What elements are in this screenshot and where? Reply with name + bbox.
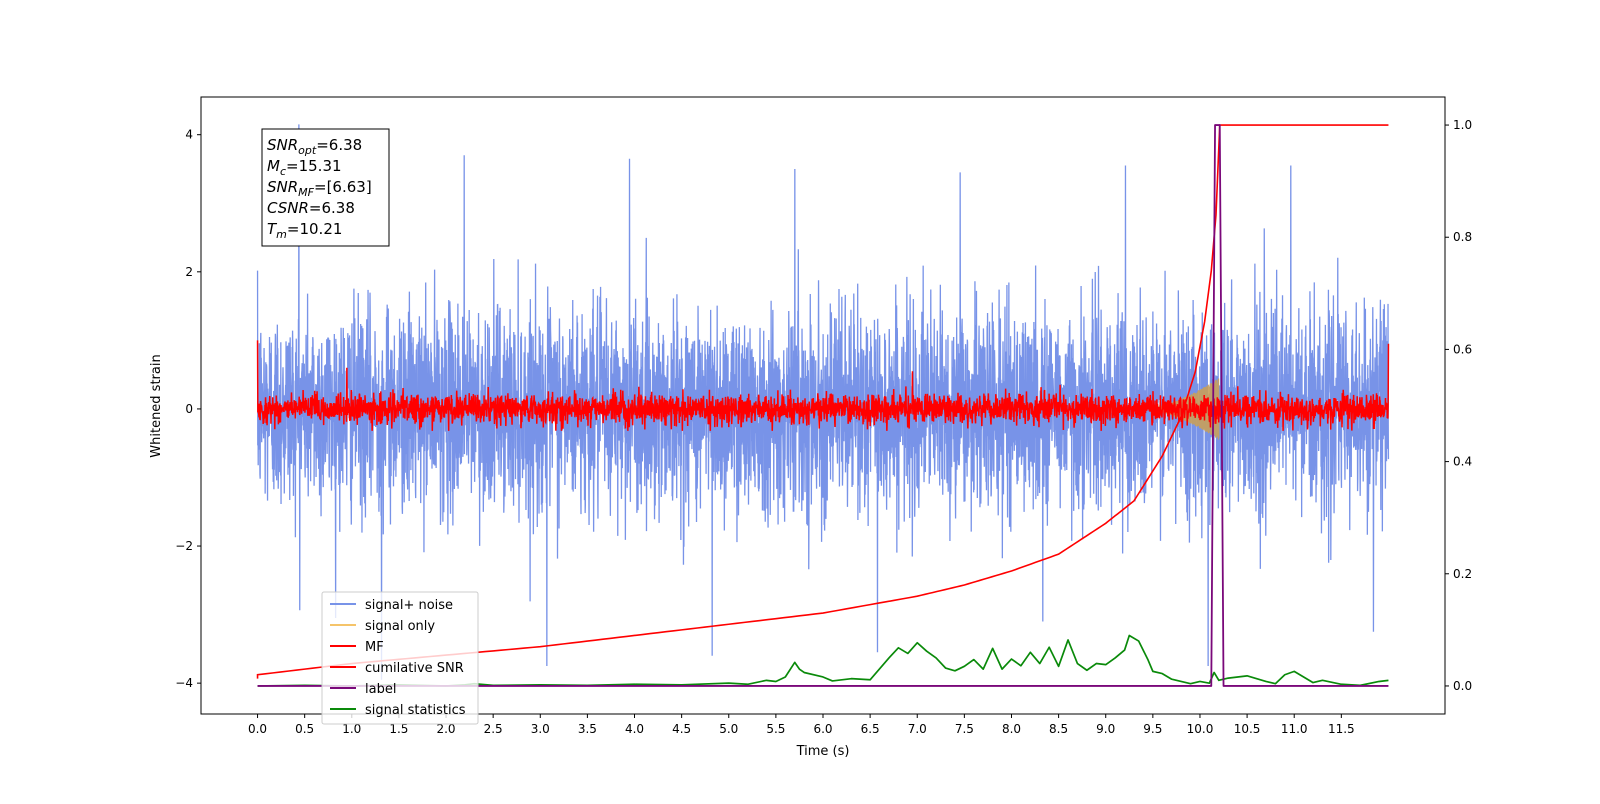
legend-item-signal-only: signal only [330,619,435,634]
y-left-tick-label: −2 [175,539,193,553]
x-tick-label: 9.0 [1096,722,1115,736]
x-tick-label: 6.0 [813,722,832,736]
y-right-tick-label: 0.2 [1453,567,1472,581]
y-left-tick-label: 2 [185,265,193,279]
annotation-line: SNRopt=6.38 [267,136,362,157]
x-tick-label: 0.0 [248,722,267,736]
y-axis-label: Whitened strain [149,354,164,457]
x-tick-label: 4.5 [672,722,691,736]
x-tick-label: 7.5 [955,722,974,736]
plot-area-data [256,124,1390,687]
x-axis-label: Time (s) [796,744,850,759]
annotation-line: CSNR=6.38 [267,199,355,217]
y-right-tick-label: 0.8 [1453,230,1472,244]
x-tick-label: 7.0 [908,722,927,736]
x-tick-label: 0.5 [295,722,314,736]
x-tick-label: 10.5 [1234,722,1261,736]
x-tick-label: 4.0 [625,722,644,736]
legend-item-signal-statistics: signal statistics [330,703,466,718]
y-right-tick-label: 1.0 [1453,118,1472,132]
x-tick-label: 9.5 [1143,722,1162,736]
x-tick-label: 5.0 [719,722,738,736]
series-line-label [257,124,1389,687]
y-left-tick-label: 4 [185,128,193,142]
annotation-line: Tm=10.21 [267,220,342,241]
x-tick-label: 6.5 [861,722,880,736]
legend-label: signal statistics [365,703,466,718]
y-left-tick-label: −4 [175,676,193,690]
legend-item-label: label [330,682,396,697]
y-left-tick-label: 0 [185,402,193,416]
x-tick-label: 2.5 [484,722,503,736]
series-line-signal-statistics [257,634,1389,687]
x-tick-label: 11.0 [1281,722,1308,736]
annotation-line: SNRMF=[6.63] [267,178,372,199]
legend-label: MF [365,640,384,655]
legend-label: cumilative SNR [365,661,464,676]
y-right-tick-label: 0.0 [1453,679,1472,693]
x-tick-label: 3.5 [578,722,597,736]
series-line-signal-noise [256,124,1390,680]
legend: signal+ noise signal only MF cumilative SNR… [321,591,479,725]
annotation-line: Mc=15.31 [267,157,342,178]
x-tick-label: 5.5 [766,722,785,736]
x-tick-label: 10.0 [1187,722,1214,736]
legend-item-signal-noise: signal+ noise [330,598,453,613]
x-tick-label: 3.0 [531,722,550,736]
legend-frame [321,591,479,725]
series-line-cumulative-snr [256,124,1389,679]
y-right-tick-label: 0.4 [1453,455,1472,469]
legend-label: signal only [365,619,435,634]
x-tick-label: 8.0 [1002,722,1021,736]
x-tick-label: 1.5 [389,722,408,736]
axis-ticks: 0.0 0.5 1.0 1.5 2.0 2.5 3.0 3.5 4.0 4.5 5.0 5.5 6.0 6… [175,118,1472,736]
x-tick-label: 8.5 [1049,722,1068,736]
legend-item-cumulative-snr: cumilative SNR [330,661,464,676]
legend-label: label [365,682,396,697]
x-tick-label: 2.0 [436,722,455,736]
x-tick-label: 11.5 [1328,722,1355,736]
annotation-box: SNRopt=6.38Mc=15.31SNRMF=[6.63]CSNR=6.38… [261,128,390,247]
legend-item-mf: MF [330,640,384,655]
annotation-frame [261,128,390,247]
legend-label: signal+ noise [365,598,453,613]
series-line-mf [256,340,1390,431]
x-tick-label: 1.0 [342,722,361,736]
y-right-tick-label: 0.6 [1453,342,1472,356]
